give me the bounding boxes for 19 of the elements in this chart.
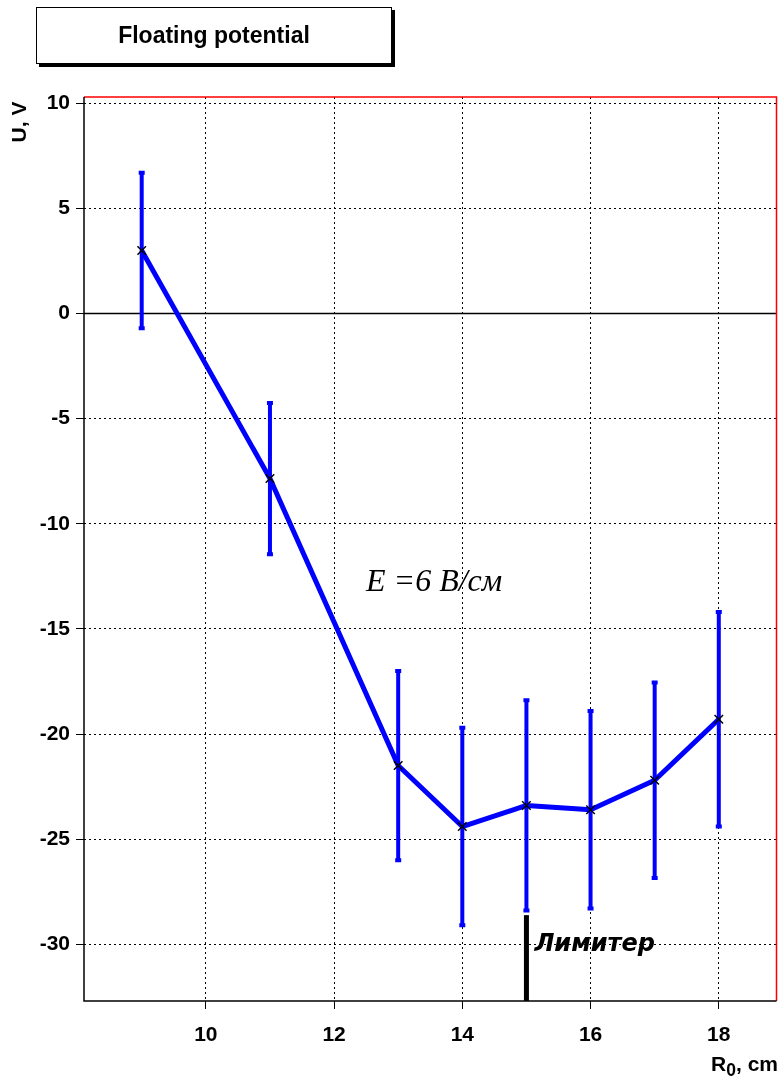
y-tick-label: -15 — [39, 615, 71, 639]
x-tick-label: 12 — [322, 1022, 346, 1046]
y-tick-label: -30 — [39, 931, 70, 955]
chart-title: Floating potential — [36, 7, 392, 64]
x-tick-label: 18 — [707, 1022, 731, 1046]
y-tick-label: 10 — [46, 90, 70, 114]
y-axis-title: U, V — [7, 101, 31, 143]
x-tick-label: 10 — [194, 1022, 218, 1046]
y-tick-label: -10 — [39, 510, 70, 534]
ref-line-label: Лимитер — [533, 929, 655, 958]
y-tick-label: 0 — [58, 300, 70, 324]
y-tick-label: -5 — [51, 405, 71, 429]
x-tick-label: 16 — [578, 1022, 603, 1046]
x-axis-title: R$_{0}$, cm — [711, 1052, 778, 1082]
y-tick-label: -25 — [39, 825, 71, 849]
annotation: E =6 В/см — [366, 562, 503, 599]
y-tick-label: -20 — [39, 720, 70, 744]
y-tick-label: 5 — [58, 195, 71, 219]
x-tick-label: 14 — [450, 1022, 475, 1046]
